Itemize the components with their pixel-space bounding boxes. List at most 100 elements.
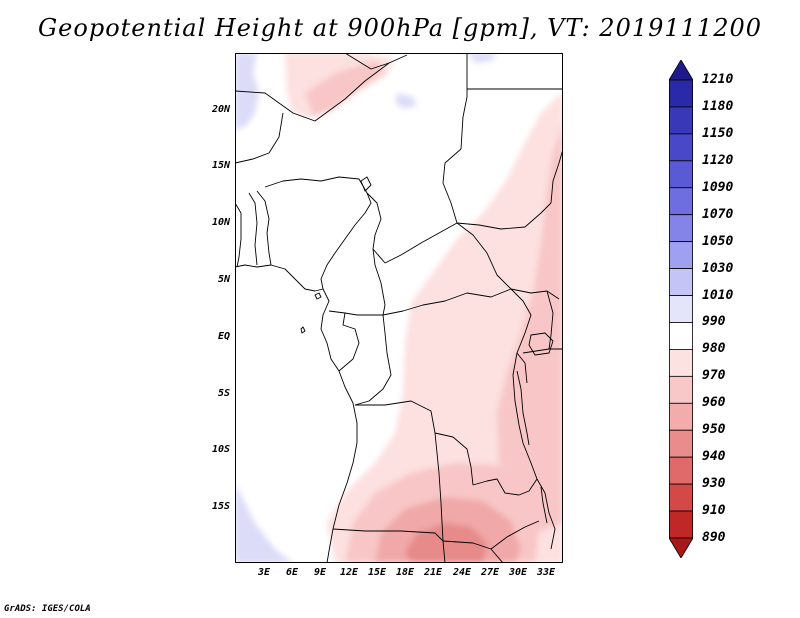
colorbar-band [669,375,693,404]
colorbar-band [669,214,693,243]
lon-label: 12E [339,567,359,578]
border-algeria-niger [235,54,408,122]
colorbar-bottom-arrow [669,537,693,558]
colorbar-level-label: 1150 [702,125,734,141]
colorbar-level-label: 890 [702,530,726,545]
map-panel [235,53,563,563]
lat-label: 15N [211,160,230,171]
border-niger-nigeria [264,176,368,194]
border-car-drc [382,288,512,316]
coastline-west [235,264,358,563]
border-congo-drc [354,314,392,406]
colorbar-band [669,187,693,216]
border-nigeria-cameroon [320,192,372,290]
country-borders [235,53,563,563]
colorbar-band [669,79,693,108]
colorbar-level-label: 990 [702,314,726,330]
border-angola-namibia [332,528,444,542]
lat-label: 5N [217,274,230,285]
lat-label: 10S [211,444,230,455]
border-tanzania [522,348,563,354]
border-drc-zambia [472,478,538,496]
colorbar-level-label: 1090 [702,179,734,195]
colorbar-band [669,268,693,296]
colorbar-level-label: 1030 [702,260,734,276]
red-field-south-950 [405,523,487,563]
map-frame [235,53,563,563]
colorbar-level-label: 1050 [702,233,734,249]
colorbar-level-label: 980 [702,341,726,357]
border-chad-cameroon [366,192,386,264]
lon-label: 18E [395,567,415,578]
lake-malawi [540,486,548,524]
island-bioko [314,292,322,300]
colorbar-band [669,456,693,485]
pink-field-east-970 [497,123,563,533]
border-car-cameroon [372,248,386,316]
colorbar-level-label: 1010 [702,287,734,303]
lon-label: 9E [313,567,327,578]
lon-label: 3E [257,567,271,578]
lon-label: 6E [285,567,299,578]
border-ghana [235,202,242,268]
blue-field-north [395,93,417,109]
border-libya-chad [344,53,390,70]
lon-label: 30E [508,567,528,578]
colorbar-band [669,429,693,458]
colorbar-level-label: 940 [702,449,726,465]
lon-label: 27E [480,567,500,578]
border-cameroon-gabon [328,310,383,316]
colorbar-band [669,510,693,539]
blue-field-southwest [235,483,293,563]
lat-label: EQ [217,331,230,342]
lon-label: 15E [367,567,387,578]
footer-credit: GrADS: IGES/COLA [4,604,91,614]
border-southsudan-uganda [510,288,560,300]
border-libya-egypt [460,53,468,150]
border-mali-niger [235,112,284,164]
border-angola-zambia [434,432,446,563]
colorbar-top-arrow [669,60,693,81]
border-chad-car [384,222,458,264]
border-drc-east [510,288,538,480]
border-benin [256,190,272,266]
border-sudan-southsudan [456,202,552,230]
border-chad-sudan [442,148,462,224]
colorbar-band [669,133,693,162]
colorbar-level-label: 1180 [702,98,734,114]
map-title: Geopotential Height at 900hPa [gpm], VT:… [38,14,762,42]
border-namibia-botswana [442,540,504,563]
lat-label: 20N [211,104,230,115]
lake-victoria [528,332,554,356]
blue-field-northeast [467,53,497,63]
colorbar-level-label: 970 [702,368,726,384]
lat-label: 15S [211,501,230,512]
colorbar-level-label: 950 [702,422,726,438]
colorbar-level-label: 930 [702,476,726,492]
border-gabon-congo [338,312,360,372]
lon-label: 24E [452,567,472,578]
colorbar-band [669,483,693,512]
colorbar-band [669,295,693,323]
colorbar-level-label: 910 [702,503,726,519]
lon-label: 33E [536,567,556,578]
colorbar-level-label: 1120 [702,152,734,168]
lon-label: 21E [423,567,443,578]
colorbar-band [669,241,693,269]
border-rwanda-burundi [516,352,528,384]
colorbar-band [669,349,693,377]
colorbar-level-label: 1210 [702,72,734,87]
colorbar-band [669,322,693,350]
lat-label: 10N [211,217,230,228]
colorbar-level-label: 960 [702,395,726,411]
lake-chad [360,176,372,192]
colorbar-band [669,160,693,189]
border-malawi [536,478,556,550]
border-zambia-zimbabwe [490,520,540,550]
border-sudan-ethiopia [550,148,563,204]
lake-tanganyika [516,370,530,446]
colorbar [669,60,693,558]
border-car-sudan [456,222,512,290]
border-uganda-kenya [546,290,554,350]
island-saotome [300,326,306,334]
